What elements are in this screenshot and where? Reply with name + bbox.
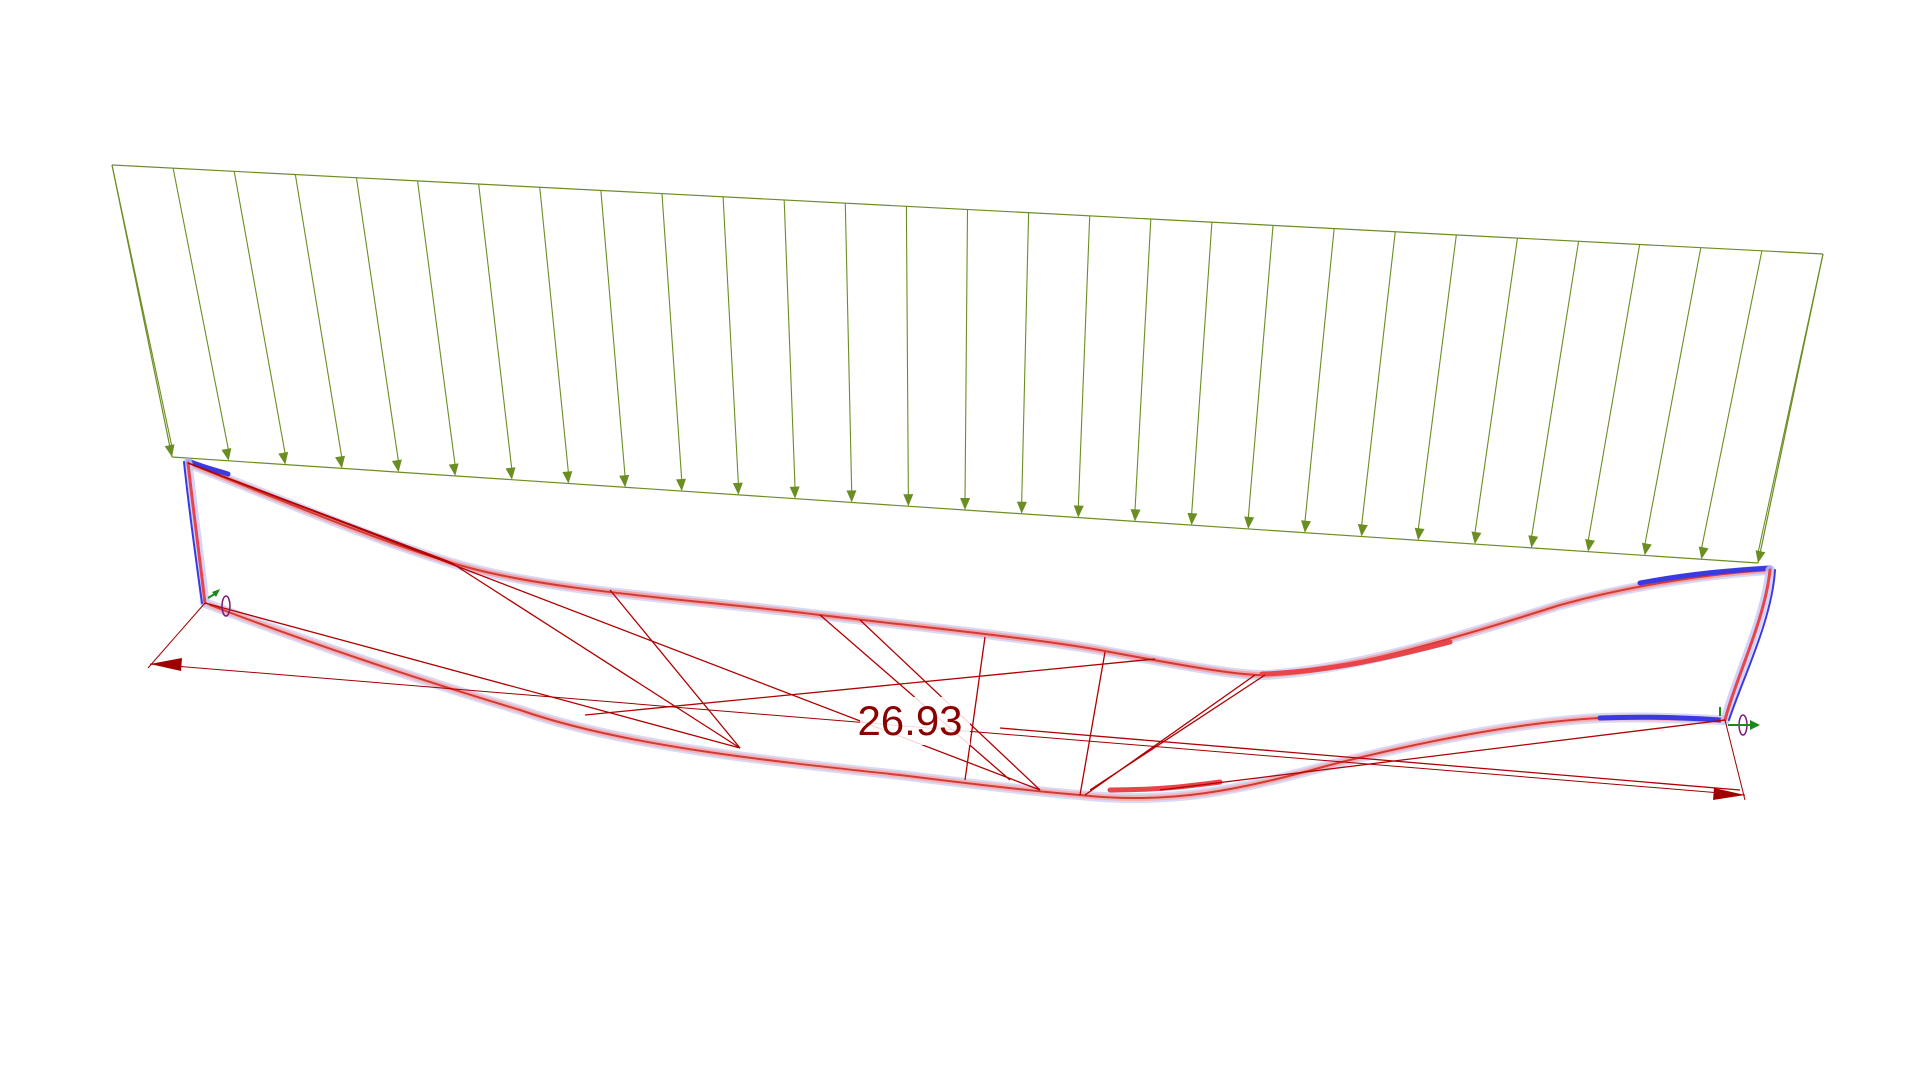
rotation-support-icon[interactable] [1719, 707, 1760, 736]
load-arrow-shaft [722, 196, 739, 485]
span-dimension[interactable]: 26.93 [147, 602, 1746, 801]
member-web-1 [609, 589, 741, 749]
load-arrow-head-icon [1641, 542, 1652, 556]
load-arrow-shaft [905, 206, 909, 497]
load-arrow-head-icon [221, 448, 232, 461]
load-arrow-shaft [1530, 241, 1580, 538]
dimension-value: 26.93 [857, 697, 962, 744]
load-arrow-head-icon [1414, 527, 1425, 541]
load-arrow-shaft [355, 177, 400, 463]
support-arrow-right-icon [1750, 720, 1760, 730]
bottom-chord-deformed-core [204, 602, 1726, 800]
load-arrow-head-icon [1528, 535, 1539, 548]
top-chord-deformed [185, 460, 1773, 679]
top-chord-halo-blue [183, 458, 1775, 681]
load-arrow-shaft [600, 190, 626, 478]
load-arrow-shaft [416, 180, 456, 467]
load-arrow-shaft [233, 171, 286, 455]
load-arrow-head-icon [1471, 531, 1482, 545]
load-arrow-head-icon [1130, 509, 1141, 522]
load-arrow-head-icon [1755, 550, 1766, 563]
load-arrow-shaft [844, 203, 853, 493]
load-arrow-head-icon [562, 471, 573, 484]
member-diag-2 [449, 561, 741, 749]
load-arrow-shaft [172, 168, 230, 451]
bottom-chord-strong-right [1597, 714, 1723, 723]
load-arrow-head-icon [448, 463, 459, 476]
dimension-arrow-right-icon [1713, 788, 1745, 800]
dimension-arrow-left-icon [150, 658, 182, 671]
load-arrow-shaft [1304, 228, 1335, 523]
load-arrow-head-icon [1698, 546, 1709, 560]
dimension-label-background [860, 697, 970, 745]
load-arrow-shaft [539, 187, 570, 474]
top-chord-deformed-core [187, 462, 1771, 677]
right-end-post-blue [1728, 569, 1776, 721]
dimension-extension-left [147, 602, 206, 669]
load-arrow-shaft [294, 174, 343, 459]
load-arrow-shaft [1417, 234, 1457, 531]
load-arrow-head-icon [903, 494, 914, 507]
left-end-post-blue [183, 461, 203, 604]
member-diag-3 [584, 658, 1156, 716]
load-arrow-head-icon [1187, 512, 1198, 526]
load-arrow-head-icon [505, 467, 516, 480]
load-arrow-head-icon [732, 482, 743, 495]
load-arrow-shaft [783, 199, 796, 489]
distributed-load[interactable] [111, 164, 1824, 564]
member-vert-2 [1079, 651, 1106, 796]
rotation-support-icon[interactable] [207, 589, 231, 617]
left-end-post [186, 461, 207, 605]
top-chord-strong-red-mid [1259, 639, 1453, 677]
load-arrow-shaft [661, 193, 683, 482]
load-arrow-head-icon [1073, 505, 1084, 518]
load-arrow-shaft [1191, 222, 1213, 516]
rotation-symbol-left [221, 595, 231, 617]
deformed-shape [183, 458, 1776, 804]
load-arrow-head-icon [1585, 538, 1595, 552]
load-arrow-head-icon [960, 497, 971, 510]
load-arrow-shaft [964, 209, 969, 501]
right-end-post [1723, 568, 1772, 722]
member-diag-8 [1159, 719, 1726, 791]
load-arrow-shaft [1700, 250, 1763, 550]
load-arrow-shaft [1077, 215, 1091, 508]
load-arrow-shaft [1587, 244, 1641, 542]
load-arrow-shaft [1474, 238, 1519, 535]
load-arrow-head-icon [391, 459, 402, 473]
load-arrow-head-icon [1244, 516, 1255, 529]
load-arrow-head-icon [675, 478, 686, 492]
load-arrow-head-icon [846, 490, 857, 503]
member-diag-7 [1089, 674, 1266, 791]
load-arrow-head-icon [619, 474, 630, 488]
dimension-extension-right [1724, 719, 1746, 801]
load-arrow-head-icon [789, 486, 800, 499]
load-arrow-shaft [1644, 247, 1702, 546]
load-arrow-shaft [1757, 253, 1824, 554]
load-arrow-shaft [1360, 231, 1396, 527]
member-vert-1 [964, 636, 986, 781]
member-chord-lower-right [999, 727, 1741, 791]
load-arrow-shaft [111, 164, 173, 448]
support-arrow-left-icon [212, 589, 220, 597]
load-arrow-shaft [1021, 212, 1030, 504]
load-arrow-shaft [1247, 225, 1274, 519]
load-arrow-head-icon [1301, 520, 1311, 533]
load-arrow-shaft [478, 184, 513, 470]
load-arrow-head-icon [1016, 501, 1027, 514]
top-chord-strong-right [1637, 565, 1773, 586]
load-arrow-shaft [1134, 219, 1152, 512]
load-arrow-head-icon [335, 455, 345, 469]
load-arrow-head-icon [278, 451, 289, 465]
load-arrow-head-icon [164, 444, 175, 457]
load-arrow-head-icon [1357, 524, 1368, 537]
member-chord-lower-left [204, 602, 741, 749]
